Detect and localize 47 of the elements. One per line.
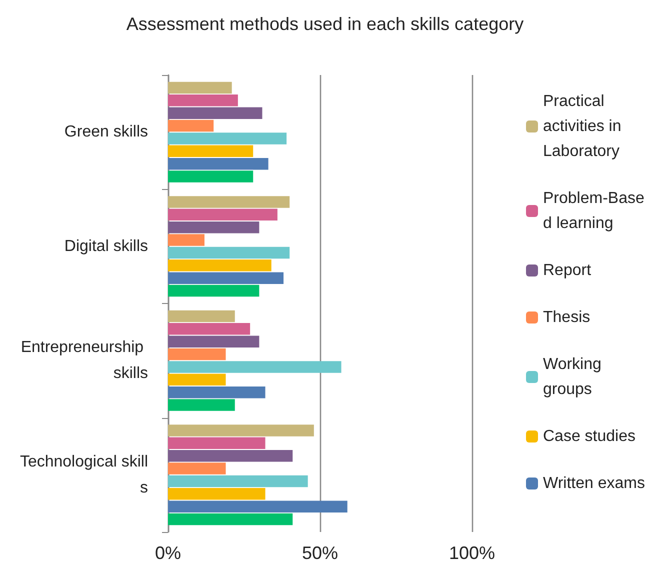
- bar: [168, 284, 260, 297]
- bar: [168, 132, 287, 144]
- y-tick-label: Green skills: [64, 124, 148, 141]
- bar: [168, 234, 204, 246]
- bar: [168, 361, 342, 373]
- bar: [168, 386, 266, 398]
- bar: [168, 374, 226, 386]
- bar: [168, 500, 348, 512]
- bar: [168, 323, 250, 335]
- bar: [168, 336, 260, 348]
- bar: [168, 475, 308, 488]
- bar: [168, 424, 314, 436]
- bar: [168, 221, 260, 234]
- x-tick-label: 0%: [154, 543, 182, 563]
- bar: [168, 158, 268, 170]
- bar: [168, 94, 238, 106]
- x-tick-label: 100%: [448, 543, 496, 563]
- bar: [168, 208, 278, 221]
- bar: [168, 488, 266, 500]
- bar: [168, 260, 272, 272]
- y-tick-label: Entrepreneurship skills: [20, 339, 148, 382]
- bar: [168, 272, 284, 284]
- bar: [168, 399, 235, 411]
- bar: [168, 462, 226, 474]
- legend-label: Practical activities in Laboratory: [543, 93, 626, 160]
- bar: [168, 170, 254, 182]
- bar: [168, 513, 293, 526]
- y-tick-label: Technological skills: [20, 453, 148, 496]
- bar: [168, 120, 214, 132]
- bar: [168, 246, 290, 259]
- y-tick-label: Digital skills: [64, 238, 148, 255]
- legend-label: Working groups: [543, 356, 606, 398]
- legend-label: Case studies: [543, 428, 636, 445]
- bar: [168, 450, 293, 462]
- bar: [168, 310, 235, 322]
- legend-label: Report: [543, 262, 592, 279]
- bar: [168, 82, 232, 94]
- bar: [168, 437, 266, 450]
- bar: [168, 107, 262, 119]
- x-tick-label: 50%: [302, 543, 338, 563]
- legend-label: Problem-Based learning: [543, 190, 644, 232]
- bar: [168, 196, 290, 208]
- bar: [168, 348, 226, 360]
- legend-label: Written exams: [543, 475, 645, 492]
- bar: [168, 145, 254, 158]
- legend-label: Thesis: [543, 309, 590, 326]
- chart-title: Assessment methods used in each skills category: [126, 14, 524, 34]
